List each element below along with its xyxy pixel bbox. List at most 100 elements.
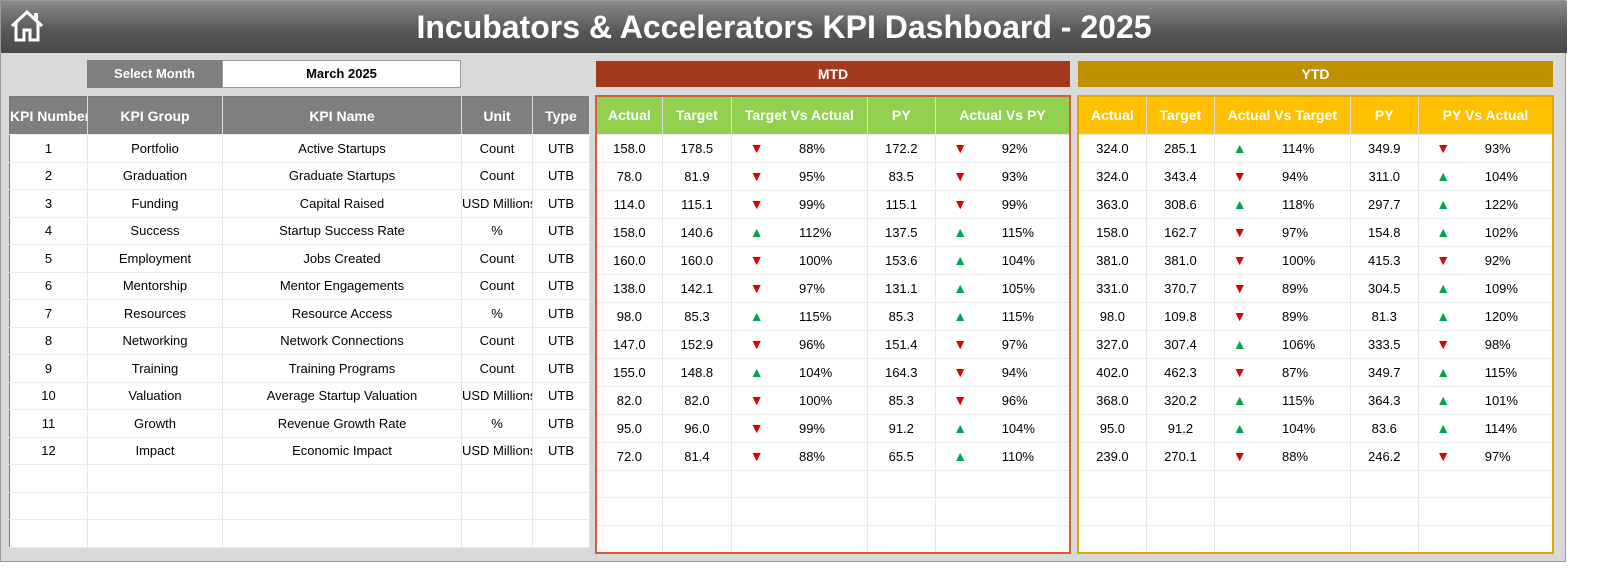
triangle-up-icon: ▲ <box>1436 280 1451 296</box>
empty-row <box>596 497 1071 526</box>
mtd-row: 160.0 160.0 ▼ 100% 153.6 ▲ 104% <box>596 246 1071 275</box>
empty-cell <box>596 470 663 498</box>
triangle-up-icon: ▲ <box>749 364 764 380</box>
mtd-target-comparison-cell-value: 100% <box>798 392 833 408</box>
triangle-down-icon: ▼ <box>1232 448 1247 464</box>
ytd-py-comparison-cell-value: 102% <box>1484 224 1518 240</box>
mtd-py-cell: 65.5 <box>867 442 936 471</box>
kpi-unit-cell: % <box>461 299 533 328</box>
ytd-py-comparison-cell: ▲ 104% <box>1418 162 1554 191</box>
ytd-py-comparison-cell: ▲ 102% <box>1418 218 1554 247</box>
ytd-py-cell: 415.3 <box>1350 246 1419 275</box>
ytd-table: Actual Target Actual Vs Target PY PY Vs Actu… <box>1077 95 1554 554</box>
mtd-py-cell: 83.5 <box>867 162 936 191</box>
ytd-row: 239.0 270.1 ▼ 88% 246.2 ▼ 97% <box>1078 442 1554 471</box>
empty-cell <box>1146 497 1216 526</box>
table-row: 6 Mentorship Mentor Engagements Count UTB <box>9 272 590 300</box>
mtd-target-cell: 81.4 <box>662 442 733 471</box>
kpi-num-cell: 7 <box>9 299 88 328</box>
empty-cell <box>867 525 936 553</box>
triangle-down-icon: ▼ <box>1232 168 1247 184</box>
triangle-down-icon: ▼ <box>749 448 764 464</box>
kpi-name-cell: Mentor Engagements <box>222 272 462 300</box>
mtd-target-cell: 85.3 <box>662 302 733 331</box>
kpi-unit-cell: % <box>461 409 533 438</box>
triangle-up-icon: ▲ <box>1436 196 1451 212</box>
empty-cell <box>867 497 936 526</box>
empty-row <box>596 525 1071 553</box>
mtd-actual-cell: 82.0 <box>596 386 663 415</box>
triangle-up-icon: ▲ <box>953 420 968 436</box>
empty-row <box>9 519 590 548</box>
ytd-row: 331.0 370.7 ▼ 89% 304.5 ▲ 109% <box>1078 274 1554 303</box>
mtd-target-cell: 81.9 <box>662 162 733 191</box>
empty-cell <box>731 497 868 526</box>
mtd-py-cell: 137.5 <box>867 218 936 247</box>
ytd-py-comparison-cell-value: 104% <box>1484 168 1518 184</box>
month-dropdown[interactable]: March 2025 <box>222 60 461 88</box>
ytd-py-comparison-cell-value: 122% <box>1484 196 1518 212</box>
ytd-target-comparison-cell-value: 94% <box>1281 168 1309 184</box>
mtd-actual-cell: 114.0 <box>596 190 663 219</box>
empty-cell <box>662 470 733 498</box>
ytd-target-cell: 370.7 <box>1146 274 1216 303</box>
title-bar: Incubators & Accelerators KPI Dashboard … <box>1 1 1567 53</box>
mtd-target-comparison-cell-value: 97% <box>798 280 825 296</box>
ytd-target-comparison-cell: ▲ 114% <box>1214 134 1351 163</box>
mtd-target-comparison-cell: ▼ 99% <box>731 414 868 443</box>
ytd-py-cell: 81.3 <box>1350 302 1419 331</box>
mtd-target-comparison-cell: ▼ 95% <box>731 162 868 191</box>
ytd-py-cell: 333.5 <box>1350 330 1419 359</box>
ytd-row: 98.0 109.8 ▼ 89% 81.3 ▲ 120% <box>1078 302 1554 331</box>
mtd-py-comparison-cell: ▲ 115% <box>935 218 1071 247</box>
empty-cell <box>1078 525 1147 553</box>
kpi-type-cell: UTB <box>532 437 590 465</box>
empty-cell <box>1078 497 1147 526</box>
table-row: 10 Valuation Average Startup Valuation USD … <box>9 382 590 410</box>
kpi-num-cell: 12 <box>9 437 88 465</box>
ytd-target-comparison-cell-value: 88% <box>1281 448 1309 464</box>
ytd-target-cell: 285.1 <box>1146 134 1216 163</box>
mtd-target-comparison-cell-value: 100% <box>798 252 833 268</box>
kpi-num-cell: 8 <box>9 327 88 355</box>
empty-cell <box>1214 497 1351 526</box>
kpi-num-cell: 1 <box>9 134 88 163</box>
triangle-down-icon: ▼ <box>953 392 968 408</box>
left-column-header: KPI Name <box>222 96 462 135</box>
mtd-target-comparison-cell-value: 99% <box>798 196 825 212</box>
empty-row <box>1078 470 1554 498</box>
kpi-type-cell: UTB <box>532 409 590 438</box>
empty-cell <box>9 464 88 493</box>
ytd-target-comparison-cell-value: 104% <box>1281 420 1316 436</box>
triangle-down-icon: ▼ <box>1232 364 1247 380</box>
empty-cell <box>935 470 1071 498</box>
kpi-name-cell: Capital Raised <box>222 189 462 218</box>
ytd-py-cell: 154.8 <box>1350 218 1419 247</box>
triangle-down-icon: ▼ <box>749 252 764 268</box>
triangle-down-icon: ▼ <box>1436 140 1451 156</box>
kpi-name-cell: Active Startups <box>222 134 462 163</box>
ytd-column-header: PY Vs Actual <box>1418 96 1554 135</box>
kpi-group-cell: Portfolio <box>87 134 223 163</box>
ytd-target-cell: 462.3 <box>1146 358 1216 387</box>
ytd-py-comparison-cell-value: 93% <box>1484 140 1511 156</box>
ytd-column-header: Actual Vs Target <box>1214 96 1351 135</box>
empty-cell <box>222 464 462 493</box>
mtd-column-header: Actual <box>596 96 663 135</box>
mtd-py-comparison-cell: ▲ 115% <box>935 302 1071 331</box>
ytd-target-comparison-cell-value: 89% <box>1281 280 1309 296</box>
ytd-actual-cell: 331.0 <box>1078 274 1147 303</box>
ytd-py-comparison-cell: ▼ 92% <box>1418 246 1554 275</box>
kpi-unit-cell: USD Millions <box>461 382 533 410</box>
ytd-py-comparison-cell: ▲ 122% <box>1418 190 1554 219</box>
triangle-up-icon: ▲ <box>953 252 968 268</box>
home-icon[interactable] <box>9 8 45 44</box>
kpi-group-cell: Growth <box>87 409 223 438</box>
triangle-down-icon: ▼ <box>953 168 968 184</box>
left-column-header: Type <box>532 96 590 135</box>
empty-cell <box>1350 470 1419 498</box>
triangle-up-icon: ▲ <box>1232 420 1247 436</box>
empty-row <box>9 492 590 520</box>
mtd-py-comparison-cell-value: 104% <box>1001 252 1035 268</box>
mtd-py-cell: 164.3 <box>867 358 936 387</box>
